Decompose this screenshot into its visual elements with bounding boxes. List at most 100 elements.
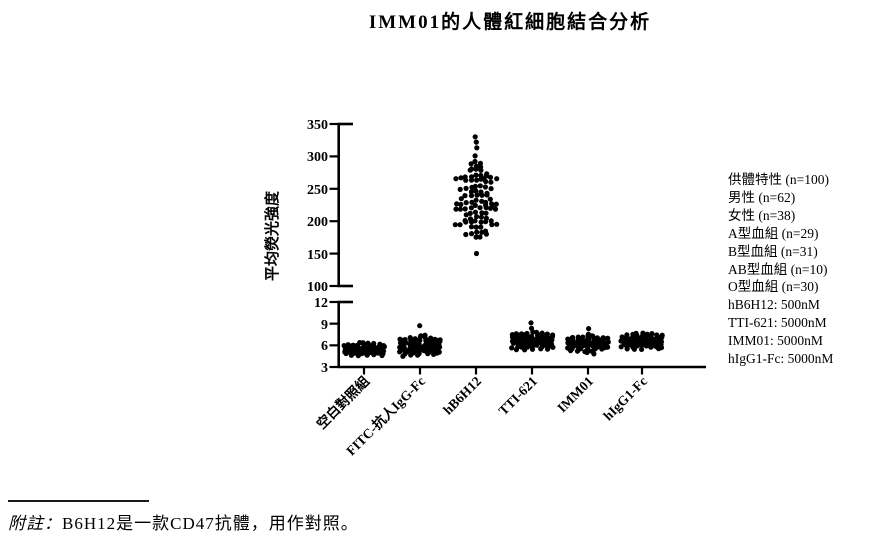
data-point (379, 352, 385, 359)
data-point (489, 222, 495, 228)
data-point (468, 161, 474, 167)
y-tick-150: 150 (307, 248, 328, 263)
data-point (513, 347, 520, 353)
data-point (479, 210, 485, 216)
legend-line-blood-o: O型血組 (n=30) (728, 279, 819, 295)
data-point (467, 210, 473, 216)
data-point (487, 174, 494, 180)
data-point (467, 167, 473, 173)
swarm-hIgG1-Fc (618, 330, 665, 352)
legend-line-tti621-conc: TTI-621: 5000nM (728, 315, 827, 331)
data-point (473, 139, 479, 145)
x-category-hb6h12: hB6H12 (440, 373, 484, 417)
data-point (478, 167, 484, 173)
data-point (648, 344, 654, 350)
legend-line-male: 男性 (n=62) (728, 189, 796, 205)
data-point (473, 224, 479, 230)
upper-y-axis: 350 300 250 200 150 100 (307, 118, 353, 295)
x-category-blank-control: 空白對照組 (313, 372, 372, 431)
data-point (477, 183, 483, 189)
data-point (479, 229, 485, 235)
data-point (452, 222, 458, 228)
data-point (473, 234, 479, 240)
data-point (643, 343, 650, 349)
data-point (425, 351, 431, 357)
legend-line-blood-b: B型血組 (n=31) (728, 243, 818, 259)
data-point (478, 224, 484, 230)
data-point (534, 342, 540, 348)
data-point (478, 214, 484, 220)
data-point (463, 200, 469, 206)
data-point (483, 205, 489, 211)
y-tick-300: 300 (307, 150, 328, 165)
data-point (599, 346, 605, 352)
y-tick-12: 12 (314, 296, 328, 311)
x-category-tti-621: TTI-621 (496, 373, 541, 418)
data-point (473, 197, 479, 203)
data-point (457, 186, 463, 192)
y-tick-6: 6 (321, 339, 328, 354)
data-point (417, 323, 423, 329)
data-point (494, 176, 500, 182)
data-point (463, 219, 469, 225)
x-tick-marks (362, 367, 644, 375)
data-point (483, 231, 489, 237)
legend-line-imm01-conc: IMM01: 5000nM (728, 333, 823, 349)
data-point (479, 198, 485, 204)
data-point (343, 350, 349, 357)
data-point (468, 193, 475, 199)
data-point (437, 338, 443, 345)
data-point (589, 343, 595, 349)
data-point (364, 352, 370, 358)
lower-y-axis: 12 9 6 3 (314, 296, 353, 376)
chart-title: IMM01的人體紅細胞結合分析 (368, 12, 652, 33)
data-point (656, 346, 662, 352)
data-point (468, 224, 475, 230)
lower-tick-marks (329, 300, 338, 369)
data-point (474, 145, 480, 151)
data-point (639, 346, 645, 352)
data-point (478, 219, 484, 225)
data-point (529, 346, 536, 352)
data-point (550, 344, 556, 350)
data-point (568, 348, 574, 354)
data-point (510, 340, 516, 346)
data-point (355, 353, 361, 359)
y-tick-200: 200 (307, 215, 328, 230)
swarm-IMM01 (565, 326, 611, 357)
x-axis: 空白對照組 FITC-抗人IgG-Fc hB6H12 TTI-621 IMM01… (313, 365, 706, 458)
data-point (468, 189, 474, 195)
y-tick-250: 250 (307, 183, 328, 198)
swarm-hB6H12 (452, 134, 500, 257)
footnote-divider (8, 500, 149, 502)
data-point (477, 234, 483, 240)
legend-line-blood-a: A型血組 (n=29) (728, 225, 819, 241)
y-axis-label: 平均熒光強度 (263, 190, 281, 281)
y-tick-350: 350 (307, 118, 328, 133)
data-point (458, 175, 464, 181)
data-point (469, 184, 475, 190)
data-point (479, 192, 485, 198)
data-point (454, 201, 460, 207)
data-point (639, 343, 645, 349)
data-point (494, 221, 500, 227)
data-point (463, 185, 469, 191)
data-point (415, 352, 421, 358)
data-point (431, 351, 437, 357)
data-point (488, 179, 494, 185)
data-point (468, 219, 475, 225)
swarm-空白對照組 (341, 340, 387, 359)
x-category-higg1-fc: hIgG1-Fc (600, 374, 650, 424)
y-tick-9: 9 (321, 318, 328, 333)
data-point (472, 134, 478, 140)
legend-line-hb6h12-conc: hB6H12: 500nM (728, 297, 820, 313)
footnote-text: B6H12是一款CD47抗體，用作對照。 (62, 514, 359, 533)
legend-line-higg1-conc: hIgG1-Fc: 5000nM (728, 351, 834, 367)
data-point (477, 205, 483, 211)
data-point (474, 214, 480, 220)
data-point (469, 199, 475, 205)
data-point (522, 347, 528, 353)
data-point (458, 196, 464, 202)
y-tick-100: 100 (307, 280, 328, 295)
